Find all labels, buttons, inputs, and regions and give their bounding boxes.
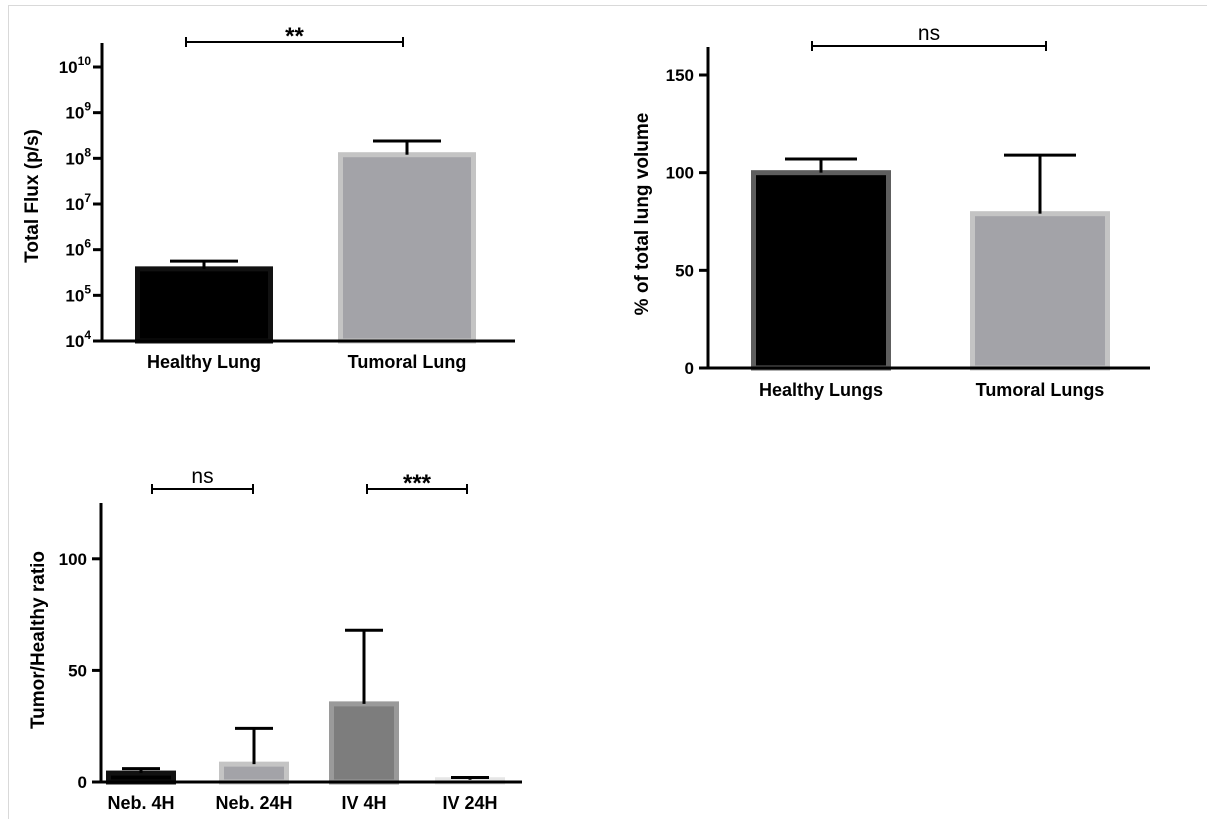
y-tick-label-7: 1010 — [59, 54, 92, 77]
y-tick-label-1: 0 — [685, 359, 694, 378]
y-tick-label-4: 150 — [666, 66, 694, 85]
x-tick-label-3: IV 4H — [341, 793, 386, 813]
y-tick-label-3: 100 — [59, 550, 87, 569]
bar-1 — [135, 266, 273, 344]
y-axis-label: % of total lung volume — [632, 113, 653, 316]
panel-3: Neb. 4H Neb. 24H IV 4H IV 24H 0 50 100 Tumor/He… — [28, 465, 522, 813]
y-tick-label-3: 100 — [666, 164, 694, 183]
y-tick-label-5: 108 — [65, 145, 91, 168]
y-axis-label: Total Flux (p/s) — [22, 129, 43, 263]
figure-frame — [8, 5, 1207, 819]
panel-2: Healthy Lungs Tumoral Lungs 0 50 100 150 % of … — [632, 22, 1150, 400]
bar-2 — [219, 761, 289, 785]
bar-2 — [338, 152, 476, 344]
x-tick-label-1: Healthy Lungs — [759, 380, 883, 400]
x-tick-label-4: IV 24H — [442, 793, 497, 813]
y-tick-label-2: 105 — [65, 282, 91, 305]
y-tick-label-3: 106 — [65, 237, 91, 260]
bar-3 — [329, 701, 399, 785]
x-tick-label-1: Neb. 4H — [107, 793, 174, 813]
x-tick-label-2: Neb. 24H — [215, 793, 292, 813]
bar-2 — [970, 211, 1110, 371]
significance-label-1: ns — [918, 22, 940, 45]
significance-label-2: *** — [403, 470, 432, 497]
y-tick-label-2: 50 — [68, 661, 87, 680]
y-tick-label-1: 104 — [65, 328, 91, 351]
y-axis-label: Tumor/Healthy ratio — [28, 551, 49, 729]
panel-1: Healthy Lung Tumoral Lung 104 105 106 107 108 1… — [22, 23, 515, 372]
y-tick-label-6: 109 — [65, 100, 91, 123]
bar-1 — [751, 170, 891, 371]
x-tick-label-2: Tumoral Lungs — [976, 380, 1105, 400]
y-tick-label-4: 107 — [65, 191, 91, 214]
significance-label-1: ** — [285, 23, 304, 50]
x-tick-label-2: Tumoral Lung — [348, 352, 467, 372]
y-tick-label-2: 50 — [675, 261, 694, 280]
x-tick-label-1: Healthy Lung — [147, 352, 261, 372]
y-tick-label-1: 0 — [78, 773, 87, 792]
significance-label-1: ns — [191, 465, 213, 488]
